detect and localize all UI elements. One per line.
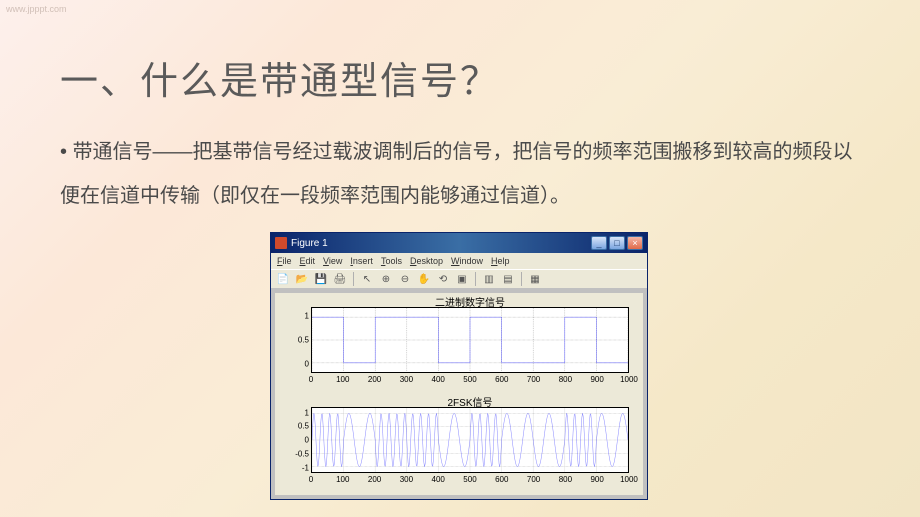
pan-icon[interactable]: ✋ [416, 271, 432, 287]
toolbar-separator [521, 272, 522, 286]
chart2-svg [312, 408, 628, 472]
chart1-svg [312, 308, 628, 372]
zoomin-icon[interactable]: ⊕ [378, 271, 394, 287]
menu-insert[interactable]: Insert [350, 256, 373, 266]
rotate-icon[interactable]: ⟲ [435, 271, 451, 287]
plot-area: 二进制数字信号 00.51 01002003004005006007008009… [271, 289, 647, 499]
menu-help[interactable]: Help [491, 256, 510, 266]
matlab-icon [275, 237, 287, 249]
toolbar: 📄 📂 💾 🖨 ↖ ⊕ ⊖ ✋ ⟲ ▣ ▥ ▤ ▦ [271, 269, 647, 289]
legend-icon[interactable]: ▤ [500, 271, 516, 287]
minimize-button[interactable]: _ [591, 236, 607, 250]
datacursor-icon[interactable]: ▣ [454, 271, 470, 287]
chart2-axes [311, 407, 629, 473]
menu-tools[interactable]: Tools [381, 256, 402, 266]
menu-edit[interactable]: Edit [300, 256, 316, 266]
bullet: • [60, 141, 73, 163]
chart2-xticks: 01002003004005006007008009001000 [311, 475, 629, 487]
chart2-yticks: -1-0.500.51 [287, 407, 309, 473]
new-icon[interactable]: 📄 [275, 271, 291, 287]
watermark: www.jpppt.com [6, 4, 67, 14]
save-icon[interactable]: 💾 [313, 271, 329, 287]
open-icon[interactable]: 📂 [294, 271, 310, 287]
page-title: 一、什么是带通型信号？ [60, 50, 500, 105]
menu-file[interactable]: File [277, 256, 292, 266]
chart1-axes [311, 307, 629, 373]
subplot-icon[interactable]: ▦ [527, 271, 543, 287]
print-icon[interactable]: 🖨 [332, 271, 348, 287]
window-title: Figure 1 [291, 238, 591, 249]
chart-fsk: 2FSK信号 -1-0.500.51 010020030040050060070… [311, 407, 629, 485]
body-paragraph: • 带通信号——把基带信号经过载波调制后的信号，把信号的频率范围搬移到较高的频段… [60, 130, 860, 218]
colorbar-icon[interactable]: ▥ [481, 271, 497, 287]
menu-view[interactable]: View [323, 256, 342, 266]
chart1-xticks: 01002003004005006007008009001000 [311, 375, 629, 387]
toolbar-separator [475, 272, 476, 286]
pointer-icon[interactable]: ↖ [359, 271, 375, 287]
toolbar-separator [353, 272, 354, 286]
zoomout-icon[interactable]: ⊖ [397, 271, 413, 287]
maximize-button[interactable]: □ [609, 236, 625, 250]
menubar: File Edit View Insert Tools Desktop Wind… [271, 253, 647, 269]
chart-digital: 二进制数字信号 00.51 01002003004005006007008009… [311, 307, 629, 385]
matlab-figure-window: Figure 1 _ □ × File Edit View Insert Too… [270, 232, 648, 500]
chart1-yticks: 00.51 [287, 307, 309, 373]
close-button[interactable]: × [627, 236, 643, 250]
window-buttons: _ □ × [591, 236, 643, 250]
body-text: 带通信号——把基带信号经过载波调制后的信号，把信号的频率范围搬移到较高的频段以便… [60, 141, 853, 207]
menu-window[interactable]: Window [451, 256, 483, 266]
menu-desktop[interactable]: Desktop [410, 256, 443, 266]
window-titlebar: Figure 1 _ □ × [271, 233, 647, 253]
plot-inner: 二进制数字信号 00.51 01002003004005006007008009… [275, 293, 643, 495]
